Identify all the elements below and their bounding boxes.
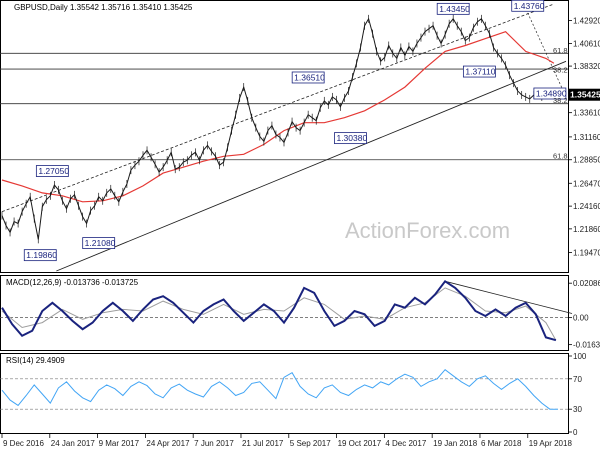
rsi-panel-frame [0,353,569,434]
x-tick-label: 9 Mar 2017 [99,439,140,448]
rsi-line [1,369,558,410]
x-tick-label: 7 Jun 2017 [194,439,234,448]
macd-y-tick-label: -0.016357 [573,341,600,350]
price-annotation-box [511,0,545,12]
x-tick-label: 24 Jan 2017 [51,439,96,448]
y-tick-label: 1.33610 [573,109,600,118]
y-tick-label: 1.26470 [573,179,600,188]
price-annotation-label: 1.21080 [85,238,116,248]
rsi-y-tick-label: 70 [573,375,582,384]
y-tick-label: 1.28850 [573,156,600,165]
price-line [1,17,554,240]
rsi-y-tick-label: 30 [573,405,582,414]
macd-header: MACD(12,26,9) -0.013736 -0.013725 [6,278,139,287]
price-annotation-label: 1.43760 [514,1,545,11]
price-panel: 1.43760 1.43450 1.36510 1.37110 1.34890 1.303… [0,0,600,272]
rsi-y-tick-label: 0 [573,428,578,437]
x-tick-label: 5 Sep 2017 [290,439,331,448]
price-annotation-label: 1.43450 [439,4,470,14]
y-tick-label: 1.31160 [573,133,600,142]
upper-channel-line [1,3,555,213]
x-tick-label: 19 Apr 2018 [529,439,573,448]
fall-projection-line [527,12,567,98]
y-tick-label: 1.40610 [573,39,600,48]
x-tick-label: 19 Oct 2017 [338,439,382,448]
macd-panel: 0.020861 0.00 -0.016357 [0,279,600,350]
price-annotation-label: 1.19860 [26,250,57,260]
last-price-label: 1.35425 [570,90,600,100]
price-annotation-label: 1.27050 [38,166,69,176]
y-tick-label: 1.21860 [573,225,600,234]
price-header: GBPUSD,Daily 1.35542 1.35716 1.35410 1.3… [14,3,193,12]
moving-average-line [1,31,555,203]
price-annotation-box [436,2,470,15]
rsi-y-tick-label: 100 [573,352,587,361]
x-tick-label: 19 Jan 2018 [433,439,478,448]
price-annotation-box [462,65,496,78]
price-annotation-box [82,237,116,249]
macd-signal-line [1,287,557,341]
price-annotation-box [533,87,567,100]
last-price-tag [568,88,600,101]
y-tick-label: 1.38320 [573,62,600,71]
watermark: ActionForex.com [345,218,510,243]
price-annotation-label: 1.34890 [536,89,567,99]
fib-label: 61.8 [553,46,568,55]
price-panel-frame [0,0,569,273]
y-tick-label: 1.24160 [573,202,600,211]
price-annotation-label: 1.30380 [336,133,367,143]
fib-label: 38.2 [553,66,568,75]
rsi-panel: 100 70 30 0 [0,352,587,437]
x-axis: 9 Dec 2016 24 Jan 2017 9 Mar 2017 24 Apr 20… [1,434,573,448]
fib-label: 61.8 [553,152,568,161]
price-annotation-label: 1.37110 [465,67,495,77]
price-annotation-box [334,132,367,145]
x-tick-label: 9 Dec 2016 [3,439,44,448]
macd-panel-frame [0,275,569,351]
x-tick-label: 21 Jul 2017 [242,439,284,448]
lower-channel-line [56,60,567,272]
x-tick-label: 6 Mar 2018 [481,439,522,448]
x-tick-label: 24 Apr 2017 [146,439,190,448]
macd-y-tick-label: 0.00 [573,314,589,323]
rsi-header: RSI(14) 29.4909 [6,356,65,365]
price-annotation-box [35,165,69,177]
fib-label: 38.2 [553,96,568,105]
macd-trend-line [445,280,573,314]
price-annotation-label: 1.36510 [294,72,325,82]
price-annotation-box [291,71,325,84]
price-annotation-box [23,249,57,262]
macd-line [1,279,557,342]
x-tick-label: 4 Dec 2017 [385,439,426,448]
y-tick-label: 1.42920 [573,17,600,26]
y-tick-label: 1.19470 [573,249,600,258]
macd-y-tick-label: 0.020861 [573,279,600,288]
